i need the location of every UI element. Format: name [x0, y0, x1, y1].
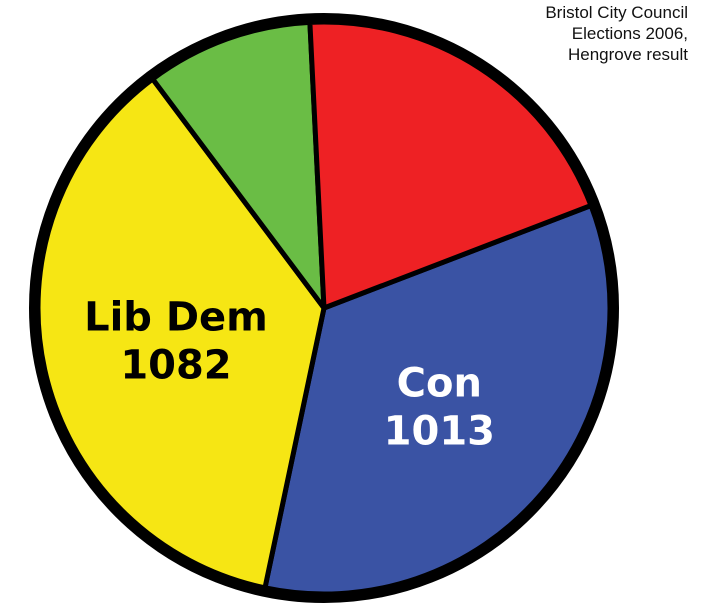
pie-outline	[29, 13, 619, 603]
pie-slices	[35, 19, 613, 597]
slice-label-name: Lib Dem	[84, 295, 268, 341]
chart-title-line-1: Bristol City Council	[545, 3, 688, 22]
slice-label-name: Con	[397, 360, 482, 406]
chart-title-line-3: Hengrove result	[567, 45, 688, 64]
chart-title: Bristol City Council Elections 2006, Hen…	[428, 2, 688, 65]
slice-label-value: 1082	[120, 343, 231, 389]
chart-title-line-2: Elections 2006,	[571, 24, 688, 43]
slice-label-value: 1013	[384, 408, 495, 454]
